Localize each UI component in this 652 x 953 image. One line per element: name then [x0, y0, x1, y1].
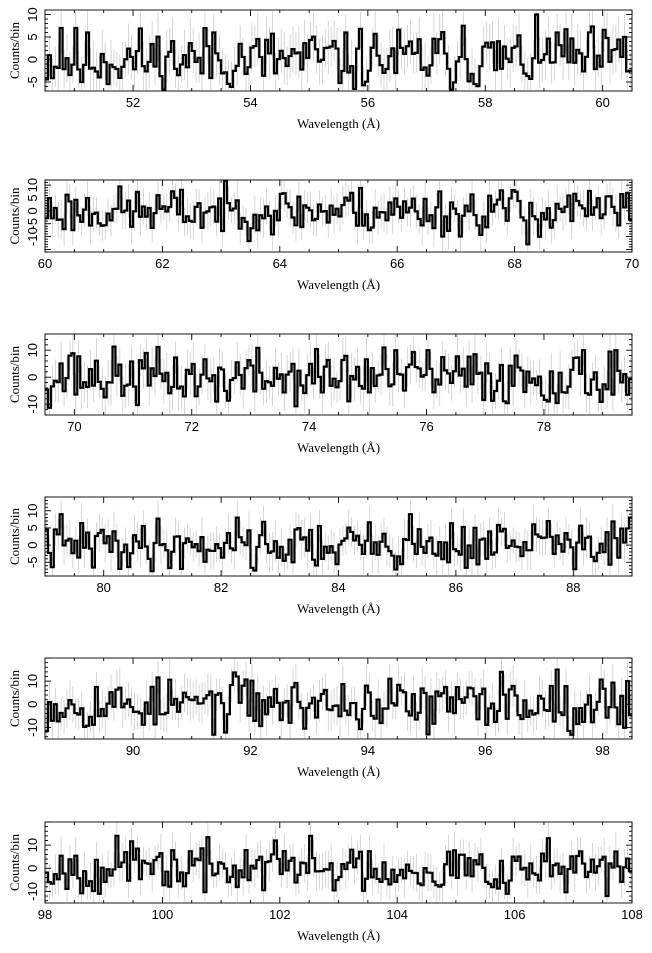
x-tick-label: 82 [214, 580, 228, 595]
x-tick-label: 108 [621, 907, 643, 922]
y-tick-label: 10 [25, 838, 40, 852]
y-axis-title: Counts/bin [7, 345, 22, 403]
y-tick-label: 0 [25, 865, 40, 872]
x-axis-title: Wavelength (Å) [297, 601, 380, 616]
x-tick-label: 70 [625, 256, 639, 271]
x-tick-label: 68 [507, 256, 521, 271]
y-tick-label: 0 [25, 56, 40, 63]
x-tick-label: 94 [361, 743, 375, 758]
y-tick-label: 5 [25, 33, 40, 40]
spectrum-step-line [45, 668, 632, 736]
x-tick-label: 74 [302, 419, 316, 434]
spectrum-panel-1: 52 54 56 58 60 -5 0 5 10 Wavelength (Å) Counts/bin [7, 7, 633, 131]
y-tick-label: 0 [25, 701, 40, 708]
y-axis-title: Counts/bin [7, 187, 22, 245]
y-tick-label: 0 [25, 374, 40, 381]
x-tick-label: 66 [390, 256, 404, 271]
x-axis-title: Wavelength (Å) [297, 277, 380, 292]
x-tick-label: 98 [595, 743, 609, 758]
y-tick-label: 10 [25, 178, 40, 192]
x-tick-label: 104 [386, 907, 408, 922]
x-tick-label: 90 [126, 743, 140, 758]
x-tick-label: 88 [566, 580, 580, 595]
x-tick-label: 96 [478, 743, 492, 758]
x-axis-title: Wavelength (Å) [297, 116, 380, 131]
spectrum-panel-3: 70 72 74 76 78 -10 0 10 Wavelength (Å) Counts/bin [7, 333, 633, 455]
y-tick-label: 0 [25, 207, 40, 214]
y-axis-title: Counts/bin [7, 833, 22, 891]
x-tick-label: 54 [243, 95, 257, 110]
y-axis-title: Counts/bin [7, 669, 22, 727]
y-tick-label: -10 [25, 395, 40, 414]
spectrum-step-line [45, 179, 632, 246]
y-tick-label: 10 [25, 7, 40, 21]
x-tick-label: 100 [152, 907, 174, 922]
spectrum-panel-5: 90 92 94 96 98 -10 0 10 Wavelength (Å) Counts/bin [7, 657, 633, 779]
y-tick-label: 0 [25, 541, 40, 548]
spectrum-panel-4: 80 82 84 86 88 -5 0 5 10 Wavelength (Å) Counts/bin [7, 496, 633, 616]
y-tick-label: 5 [25, 524, 40, 531]
x-tick-label: 70 [67, 419, 81, 434]
spectrum-step-line [45, 513, 632, 573]
x-tick-label: 80 [96, 580, 110, 595]
y-tick-label: -5 [25, 76, 40, 88]
x-tick-label: 60 [38, 256, 52, 271]
y-tick-label: 10 [25, 343, 40, 357]
x-tick-label: 58 [478, 95, 492, 110]
spectrum-step-line [45, 834, 632, 898]
x-axis-title: Wavelength (Å) [297, 764, 380, 779]
x-tick-label: 84 [331, 580, 345, 595]
x-tick-label: 62 [155, 256, 169, 271]
y-tick-label: -5 [25, 556, 40, 568]
x-tick-label: 72 [185, 419, 199, 434]
y-tick-label: 10 [25, 674, 40, 688]
x-axis-title: Wavelength (Å) [297, 440, 380, 455]
x-tick-label: 98 [38, 907, 52, 922]
spectrum-step-line [45, 345, 632, 409]
x-axis-title: Wavelength (Å) [297, 928, 380, 943]
x-tick-label: 86 [449, 580, 463, 595]
x-tick-label: 92 [243, 743, 257, 758]
x-tick-label: 64 [273, 256, 287, 271]
y-tick-label: 5 [25, 194, 40, 201]
x-tick-label: 78 [537, 419, 551, 434]
y-tick-label: 10 [25, 504, 40, 518]
x-tick-label: 106 [504, 907, 526, 922]
y-tick-label: -10 [25, 227, 40, 246]
y-tick-label: -5 [25, 218, 40, 230]
y-tick-label: -10 [25, 882, 40, 901]
x-tick-label: 76 [419, 419, 433, 434]
x-tick-label: 52 [126, 95, 140, 110]
spectrum-step-line [45, 13, 632, 91]
x-tick-label: 60 [595, 95, 609, 110]
y-axis-title: Counts/bin [7, 507, 22, 565]
spectrum-panel-2: 60 62 64 66 68 70 -10-5 0 5 10 Wavelength (Å) Count… [7, 178, 639, 292]
x-tick-label: 102 [269, 907, 291, 922]
x-tick-label: 56 [361, 95, 375, 110]
plot-frame [44, 821, 633, 904]
y-axis-title: Counts/bin [7, 21, 22, 79]
spectrum-panel-6: 98 100 102 104 106 108 -10 0 10 Wavelength (Å) Cou… [7, 821, 643, 943]
y-tick-label: -10 [25, 718, 40, 737]
